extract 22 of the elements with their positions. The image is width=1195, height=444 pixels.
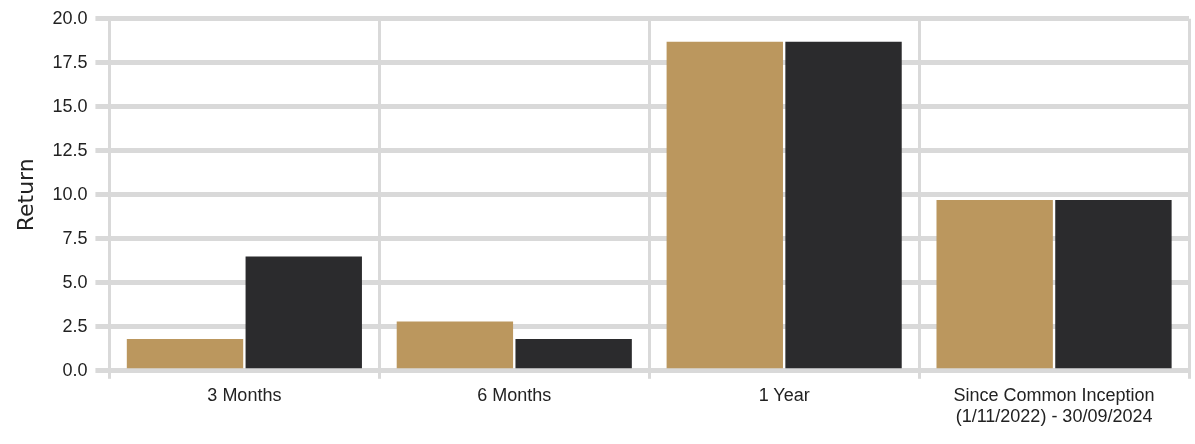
bar [126,339,244,369]
x-tick-label: 6 Months [477,384,552,405]
bar [515,339,632,369]
y-tick-label: 12.5 [52,139,88,160]
y-tick-label: 7.5 [62,227,88,248]
y-tick-label: 2.5 [62,315,88,336]
y-tick-label: 10.0 [52,183,88,204]
bar [245,256,362,369]
x-tick-label: 3 Months [207,384,282,405]
y-tick-label: 20.0 [52,7,88,28]
y-tick-label: 0.0 [62,359,88,380]
bar [396,321,514,369]
y-tick-label: 17.5 [52,51,88,72]
y-tick-label: 5.0 [62,271,88,292]
y-axis-title: Return [12,158,38,232]
bar [1055,200,1172,369]
bar [785,41,902,369]
x-tick-label: 1 Year [758,384,810,405]
bar [936,200,1053,369]
y-tick-label: 15.0 [52,95,88,116]
x-tick-label: Since Common Inception (1/11/2022) - 30/09/2024 [953,384,1155,427]
bar [666,41,783,369]
